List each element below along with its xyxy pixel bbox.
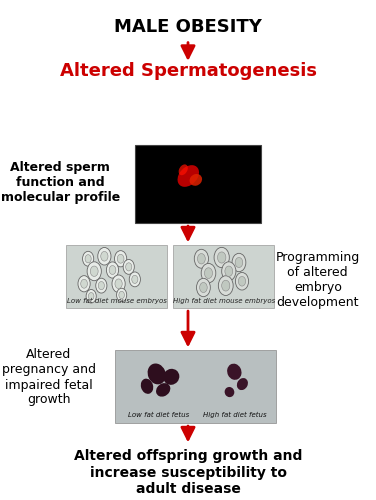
Circle shape bbox=[119, 292, 124, 298]
Circle shape bbox=[129, 272, 140, 287]
Circle shape bbox=[98, 248, 111, 265]
Ellipse shape bbox=[156, 383, 170, 396]
Circle shape bbox=[205, 268, 212, 278]
Text: High fat diet fetus: High fat diet fetus bbox=[203, 412, 266, 418]
Circle shape bbox=[218, 276, 233, 295]
Circle shape bbox=[232, 254, 246, 272]
Text: Altered sperm
function and
molecular profile: Altered sperm function and molecular pro… bbox=[0, 161, 120, 204]
Circle shape bbox=[88, 292, 94, 300]
Circle shape bbox=[109, 266, 116, 274]
Circle shape bbox=[197, 254, 205, 264]
Ellipse shape bbox=[179, 164, 188, 175]
Circle shape bbox=[235, 272, 249, 290]
Circle shape bbox=[222, 280, 230, 291]
Ellipse shape bbox=[141, 378, 153, 394]
Text: High fat diet mouse embryos: High fat diet mouse embryos bbox=[173, 298, 275, 304]
Circle shape bbox=[90, 266, 98, 276]
Ellipse shape bbox=[224, 387, 234, 397]
Text: Low fat diet mouse embryos: Low fat diet mouse embryos bbox=[67, 298, 167, 304]
Circle shape bbox=[112, 275, 125, 292]
Circle shape bbox=[200, 282, 207, 292]
Circle shape bbox=[96, 278, 107, 293]
Circle shape bbox=[214, 248, 229, 268]
Bar bbox=[115, 350, 276, 422]
Circle shape bbox=[217, 252, 226, 263]
Text: Altered Spermatogenesis: Altered Spermatogenesis bbox=[59, 62, 317, 80]
Circle shape bbox=[123, 260, 134, 274]
Ellipse shape bbox=[237, 378, 248, 390]
Circle shape bbox=[197, 278, 210, 296]
Ellipse shape bbox=[190, 174, 202, 186]
Circle shape bbox=[222, 262, 236, 280]
Ellipse shape bbox=[148, 364, 166, 384]
Circle shape bbox=[85, 254, 91, 263]
Text: MALE OBESITY: MALE OBESITY bbox=[114, 18, 262, 36]
Circle shape bbox=[115, 279, 122, 288]
Circle shape bbox=[238, 276, 246, 286]
Circle shape bbox=[83, 252, 94, 266]
Circle shape bbox=[106, 262, 118, 278]
Text: Low fat diet fetus: Low fat diet fetus bbox=[128, 412, 189, 418]
Circle shape bbox=[86, 290, 96, 303]
Circle shape bbox=[235, 258, 243, 268]
Ellipse shape bbox=[227, 364, 241, 380]
Circle shape bbox=[132, 276, 138, 283]
Bar bbox=[135, 145, 261, 222]
Circle shape bbox=[201, 264, 216, 283]
Circle shape bbox=[101, 252, 108, 261]
Text: Altered
pregnancy and
impaired fetal
growth: Altered pregnancy and impaired fetal gro… bbox=[2, 348, 96, 406]
Circle shape bbox=[117, 254, 124, 263]
Circle shape bbox=[126, 263, 132, 271]
Bar bbox=[66, 245, 167, 308]
Circle shape bbox=[81, 280, 88, 288]
Circle shape bbox=[194, 250, 209, 268]
Text: Programming
of altered
embryo
development: Programming of altered embryo developmen… bbox=[276, 251, 360, 309]
Bar bbox=[173, 245, 274, 308]
Text: Altered offspring growth and
increase susceptibility to
adult disease: Altered offspring growth and increase su… bbox=[74, 450, 302, 496]
Circle shape bbox=[98, 282, 105, 290]
Ellipse shape bbox=[177, 165, 199, 187]
Circle shape bbox=[115, 250, 127, 267]
Ellipse shape bbox=[163, 369, 179, 385]
Circle shape bbox=[78, 276, 90, 292]
Circle shape bbox=[117, 288, 127, 302]
Circle shape bbox=[225, 266, 233, 276]
Circle shape bbox=[87, 262, 102, 280]
